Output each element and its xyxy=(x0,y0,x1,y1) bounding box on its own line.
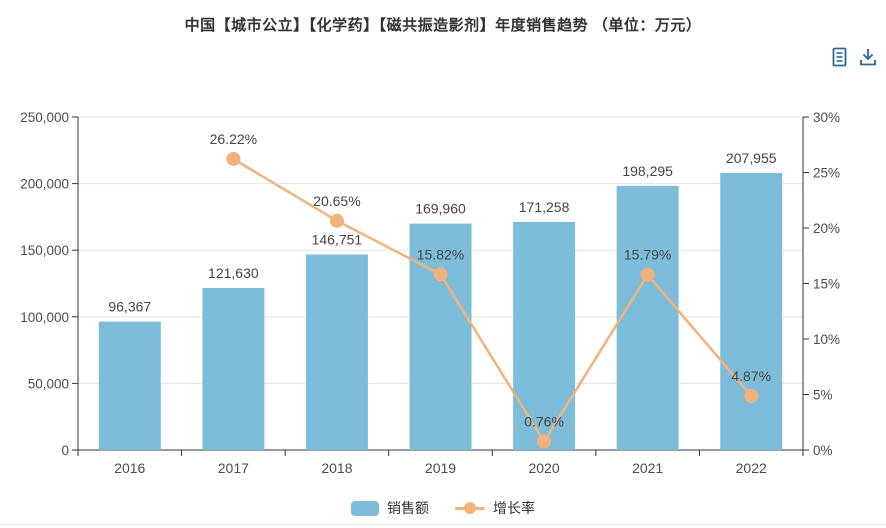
right-axis-tick-label: 0% xyxy=(813,443,833,458)
bar-2017[interactable] xyxy=(202,287,265,450)
bar-value-label-2021: 198,295 xyxy=(622,163,673,179)
right-axis-tick-label: 25% xyxy=(813,166,840,181)
growth-point-2020[interactable] xyxy=(537,434,552,449)
left-axis-tick-label: 200,000 xyxy=(20,177,69,192)
bar-value-label-2017: 121,630 xyxy=(208,265,259,281)
left-axis-tick-label: 0 xyxy=(61,443,69,458)
bar-value-label-2022: 207,955 xyxy=(726,150,777,166)
growth-point-2017[interactable] xyxy=(226,151,241,166)
bar-value-label-2019: 169,960 xyxy=(415,201,466,217)
right-axis-tick-label: 15% xyxy=(813,277,840,292)
bar-2021[interactable] xyxy=(616,185,679,450)
growth-line xyxy=(232,157,753,443)
growth-value-label-2022: 4.87% xyxy=(731,368,771,384)
x-axis-label-2020: 2020 xyxy=(528,460,559,476)
data-view-icon[interactable] xyxy=(830,46,849,75)
growth-value-label-2017: 26.22% xyxy=(210,131,257,147)
bottom-divider xyxy=(0,524,886,525)
bar-2016[interactable] xyxy=(98,321,161,450)
left-axis-tick-label: 100,000 xyxy=(20,310,69,325)
legend-item-sales[interactable]: 销售额 xyxy=(351,498,429,518)
left-axis-tick-label: 150,000 xyxy=(20,243,69,258)
bar-value-label-2020: 171,258 xyxy=(519,199,570,215)
growth-legend-label: 增长率 xyxy=(493,500,535,516)
x-axis-label-2021: 2021 xyxy=(632,460,663,476)
growth-value-label-2019: 15.82% xyxy=(417,246,464,262)
bar-value-label-2018: 146,751 xyxy=(312,232,363,248)
x-axis-label-2019: 2019 xyxy=(425,460,456,476)
growth-value-label-2018: 20.65% xyxy=(313,193,360,209)
sales-legend-swatch xyxy=(351,500,379,516)
bar-2019[interactable] xyxy=(409,223,472,450)
growth-value-label-2021: 15.79% xyxy=(624,247,671,263)
legend: 销售额 增长率 xyxy=(0,498,886,518)
right-axis-tick-label: 20% xyxy=(813,221,840,236)
sales-legend-label: 销售额 xyxy=(387,500,429,516)
bar-value-label-2016: 96,367 xyxy=(108,299,151,315)
page-title: 中国【城市公立】【化学药】【磁共振造影剂】年度销售趋势 （单位：万元） xyxy=(184,17,702,34)
bar-2022[interactable] xyxy=(720,173,783,450)
growth-point-2019[interactable] xyxy=(433,267,448,282)
growth-point-2022[interactable] xyxy=(744,388,759,403)
bar-2020[interactable] xyxy=(513,221,576,450)
growth-point-2021[interactable] xyxy=(640,267,655,282)
x-axis-label-2017: 2017 xyxy=(218,460,249,476)
download-icon[interactable] xyxy=(858,46,878,75)
chart-toolbar xyxy=(830,46,878,75)
right-axis-tick-label: 30% xyxy=(813,110,840,125)
left-axis-tick-label: 50,000 xyxy=(28,376,69,391)
left-axis-tick-label: 250,000 xyxy=(20,110,69,125)
legend-item-growth[interactable]: 增长率 xyxy=(455,498,535,518)
x-axis-label-2022: 2022 xyxy=(736,460,767,476)
x-axis-label-2018: 2018 xyxy=(321,460,352,476)
growth-value-label-2020: 0.76% xyxy=(524,414,564,430)
bar-2018[interactable] xyxy=(305,254,368,450)
x-axis-label-2016: 2016 xyxy=(114,460,145,476)
right-axis-tick-label: 10% xyxy=(813,332,840,347)
growth-point-2018[interactable] xyxy=(329,213,344,228)
growth-legend-swatch xyxy=(455,501,485,516)
right-axis-tick-label: 5% xyxy=(813,388,833,403)
